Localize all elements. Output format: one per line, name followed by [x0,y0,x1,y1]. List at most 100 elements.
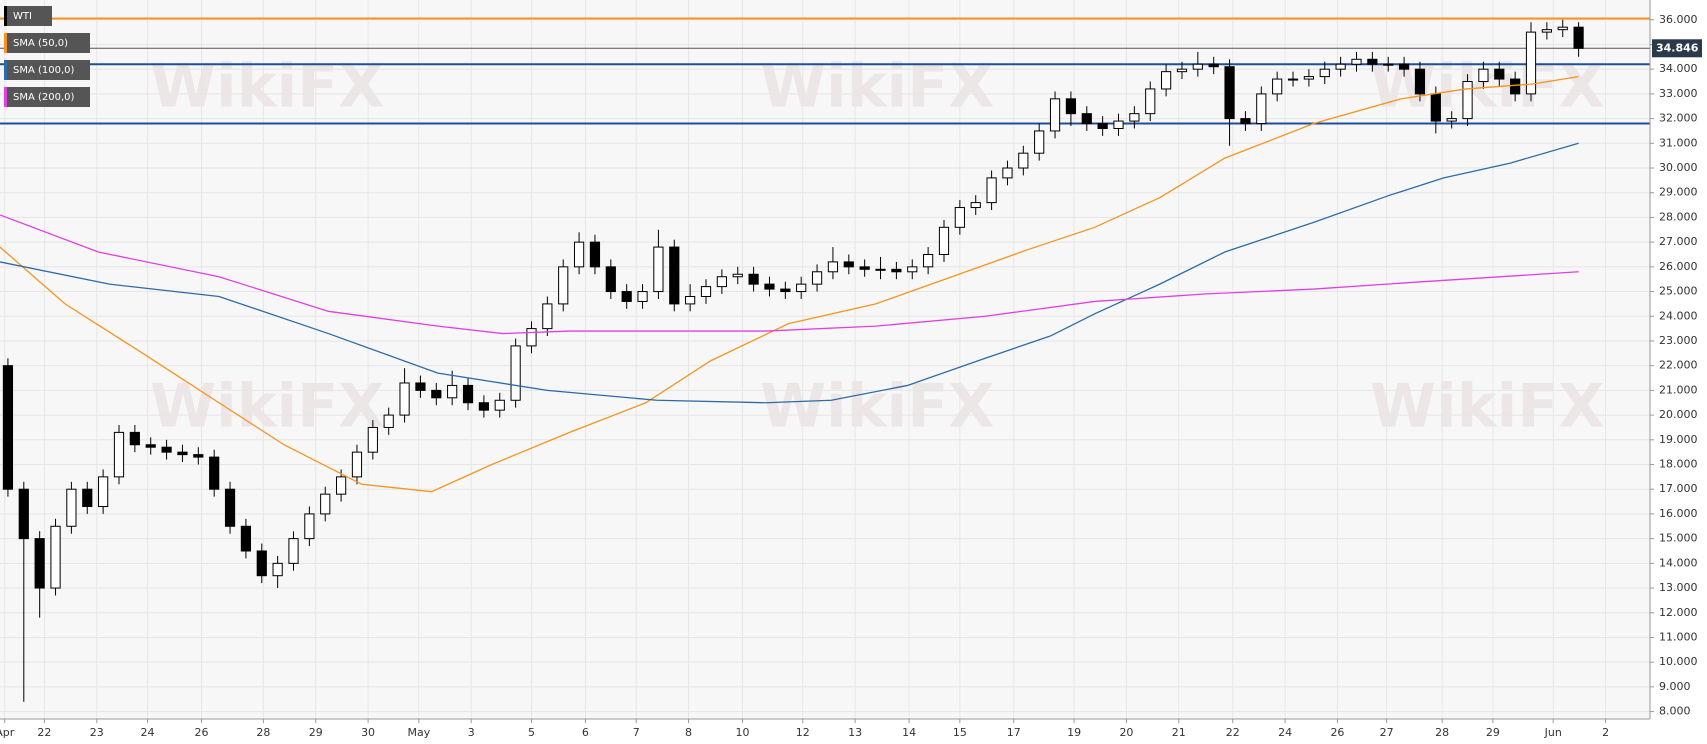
y-tick-label: 14.000 [1659,556,1698,569]
x-tick-label: Jun [1544,726,1562,739]
candle-body [605,266,616,293]
candle-body [811,271,823,285]
candle-body [383,414,394,428]
candle-body [859,266,870,270]
watermark: WikiFX [1370,372,1604,442]
x-tick-label: 30 [361,726,375,739]
y-tick-label: 27.000 [1659,235,1698,248]
candle-body [2,365,14,490]
candle-body [1081,113,1092,125]
candle-body [1367,58,1378,65]
x-tick-label: 10 [736,726,750,739]
candle-body [1113,120,1124,129]
candle-body [462,384,474,404]
candle-body [637,291,648,302]
candle-body [50,525,61,589]
x-tick-label: 21 [1172,726,1186,739]
x-tick-label: 24 [1278,726,1292,739]
candle-body [891,268,902,273]
axes: 8.000 9.000 10.000 11.000 12.000 13.000 14.000… [0,13,1702,739]
x-tick-label: 19 [1067,726,1081,739]
candle-body [367,426,378,453]
candle-body [240,525,252,552]
x-tick-label: 15 [953,726,967,739]
candle-body [1525,31,1537,95]
candle-body [494,399,505,411]
candle-body [1287,78,1299,81]
candle-body [1272,78,1283,95]
legend-label: WTI [13,11,32,22]
candle-body [907,266,918,273]
y-tick-label: 8.000 [1659,705,1691,718]
candle-body [542,303,553,330]
candle-body [82,488,93,508]
y-tick-label: 30.000 [1659,161,1698,174]
y-tick-label: 12.000 [1659,606,1698,619]
y-tick-label: 33.000 [1659,87,1698,100]
candle-body [589,241,601,268]
x-tick-label: 28 [1435,726,1449,739]
x-tick-label: 13 [848,726,862,739]
candle-body [1462,81,1473,120]
x-tick-label: 20 [1119,726,1133,739]
candle-body [1446,118,1457,122]
y-tick-label: 9.000 [1659,680,1691,693]
candle-body [447,384,458,399]
candle-body [113,431,125,478]
x-tick-label: 23 [90,726,104,739]
legend-box [4,6,52,26]
candle-body [1161,71,1172,90]
candle-body [764,283,775,290]
x-tick-label: 26 [194,726,208,739]
legend-swatch [4,60,7,80]
candle-body [129,431,140,446]
candle-body [843,261,854,268]
x-tick-label: 29 [309,726,323,739]
candle-body [1430,93,1441,122]
y-tick-label: 16.000 [1659,507,1698,520]
candle-body [177,451,188,456]
y-tick-label: 32.000 [1659,112,1698,125]
y-tick-label: 28.000 [1659,210,1698,223]
candle-body [1049,98,1061,132]
candle-body [510,345,521,401]
grid [0,0,1650,719]
legend: WTI SMA (50,0) SMA (100,0) SMA (200,0) [4,6,90,107]
candle-body [161,446,172,453]
x-tick-label: 14 [902,726,916,739]
candle-body [66,488,77,527]
y-tick-label: 15.000 [1659,532,1698,545]
x-tick-label: 3 [468,726,475,739]
candle-body [1192,63,1203,70]
candle-body [796,283,807,293]
candle-body [954,207,965,228]
candle-body [18,488,29,540]
candle-body [526,328,537,347]
y-tick-label: 18.000 [1659,458,1698,471]
legend-box [4,60,90,80]
y-tick-label: 34.000 [1659,62,1698,75]
x-tick-label: 22 [1226,726,1240,739]
candle-body [986,177,997,204]
x-tick-label: Apr [0,726,15,739]
candle-body [558,266,569,305]
candle-body [938,226,950,255]
watermark: WikiFX [150,372,384,442]
candle-body [1256,93,1267,125]
candle-body [1351,58,1362,65]
candle-body [256,550,267,577]
x-tick-label: 29 [1486,726,1500,739]
candle-body [1414,68,1426,95]
x-tick-label: 22 [37,726,51,739]
candle-body [748,273,759,285]
y-tick-label: 20.000 [1659,408,1698,421]
x-tick-label: 8 [685,726,692,739]
candle-body [716,276,727,288]
candle-body [98,476,109,508]
candle-body [1129,113,1140,122]
candle-body [573,241,585,268]
legend-label: SMA (200,0) [13,92,75,103]
x-tick-label: 28 [256,726,270,739]
candle-body [1335,63,1346,70]
